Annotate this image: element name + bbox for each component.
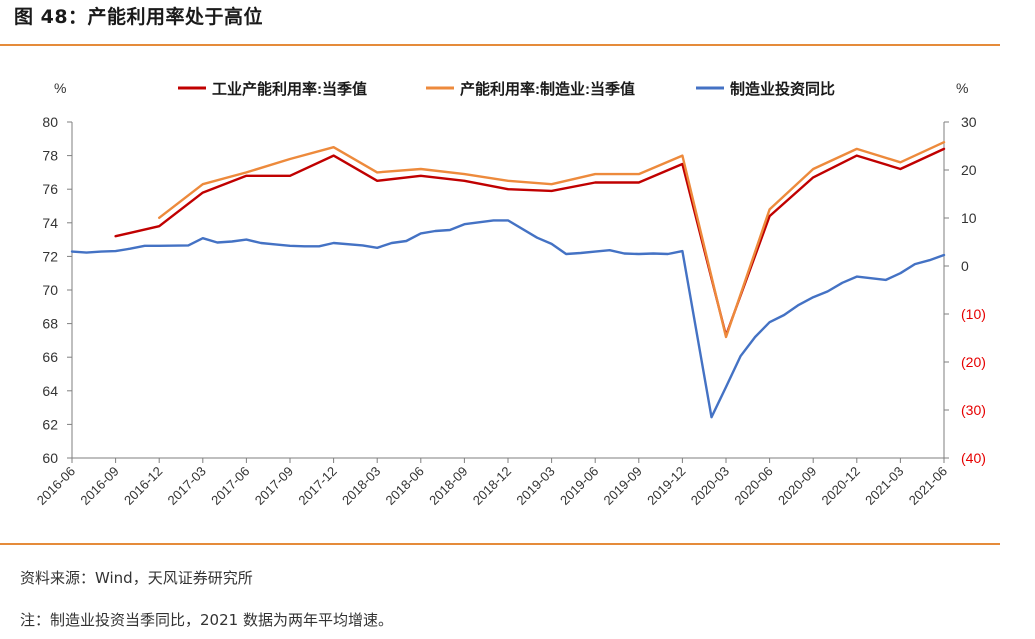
- series-line-3: [70, 219, 946, 419]
- right-axis-tick-label: (40): [961, 450, 986, 466]
- left-axis-tick-label: 78: [42, 148, 58, 164]
- left-axis-tick-label: 72: [42, 248, 58, 264]
- right-axis-tick-label: (30): [961, 402, 986, 418]
- x-axis-tick-label: 2018-03: [339, 464, 383, 508]
- left-axis-tick-label: 76: [42, 181, 58, 197]
- x-axis-tick-label: 2018-09: [426, 464, 470, 508]
- x-axis-tick-label: 2017-12: [295, 464, 339, 508]
- series-line-1: [114, 147, 946, 337]
- right-axis-tick-label: 10: [961, 210, 977, 226]
- right-axis-unit: %: [956, 80, 968, 96]
- right-axis-tick-label: 20: [961, 162, 977, 178]
- x-axis-tick-label: 2016-06: [34, 464, 78, 508]
- legend-label-2: 产能利用率:制造业:当季值: [460, 80, 635, 98]
- left-axis-tick-label: 62: [42, 416, 58, 432]
- x-axis-tick-label: 2021-06: [906, 464, 950, 508]
- x-axis-tick-label: 2019-12: [644, 464, 688, 508]
- figure-title: 图 48：产能利用率处于高位: [14, 6, 264, 28]
- left-axis-unit: %: [54, 80, 66, 96]
- x-axis-tick-label: 2019-06: [557, 464, 601, 508]
- top-divider: [0, 44, 1000, 46]
- x-axis-tick-label: 2017-09: [252, 464, 296, 508]
- x-axis-tick-label: 2019-09: [601, 464, 645, 508]
- footnote: 注：制造业投资当季同比，2021 数据为两年平均增速。: [20, 611, 393, 629]
- x-axis-tick-label: 2021-03: [862, 464, 906, 508]
- source-note: 资料来源：Wind，天风证券研究所: [20, 569, 253, 587]
- left-axis-tick-label: 60: [42, 450, 58, 466]
- x-axis-tick-label: 2020-09: [775, 464, 819, 508]
- right-axis-tick-label: (10): [961, 306, 986, 322]
- x-axis-tick-label: 2017-03: [165, 464, 209, 508]
- left-axis-tick-label: 66: [42, 349, 58, 365]
- x-axis-tick-label: 2020-03: [688, 464, 732, 508]
- left-axis-tick-label: 80: [42, 114, 58, 130]
- x-axis-tick-label: 2016-12: [121, 464, 165, 508]
- bottom-divider: [0, 543, 1000, 545]
- left-axis-tick-label: 74: [42, 215, 58, 231]
- x-axis-tick-label: 2020-12: [819, 464, 863, 508]
- right-axis-tick-label: (20): [961, 354, 986, 370]
- series-line-2: [157, 140, 946, 339]
- right-axis-tick-label: 30: [961, 114, 977, 130]
- left-axis-tick-label: 68: [42, 316, 58, 332]
- left-axis-tick-label: 64: [42, 383, 58, 399]
- x-axis-tick-label: 2018-12: [470, 464, 514, 508]
- x-axis-tick-label: 2017-06: [208, 464, 252, 508]
- right-axis-tick-label: 0: [961, 258, 969, 274]
- x-axis-tick-label: 2019-03: [513, 464, 557, 508]
- x-axis-tick-label: 2020-06: [731, 464, 775, 508]
- x-axis-tick-label: 2016-09: [77, 464, 121, 508]
- line-chart: % % 80 78 76 74 72 70 68 66 64 62 60 30 20 10 0 (10) (20) (…: [34, 80, 986, 508]
- legend-label-3: 制造业投资同比: [730, 80, 835, 98]
- left-axis-tick-label: 70: [42, 282, 58, 298]
- x-axis-tick-label: 2018-06: [383, 464, 427, 508]
- legend-label-1: 工业产能利用率:当季值: [212, 80, 367, 98]
